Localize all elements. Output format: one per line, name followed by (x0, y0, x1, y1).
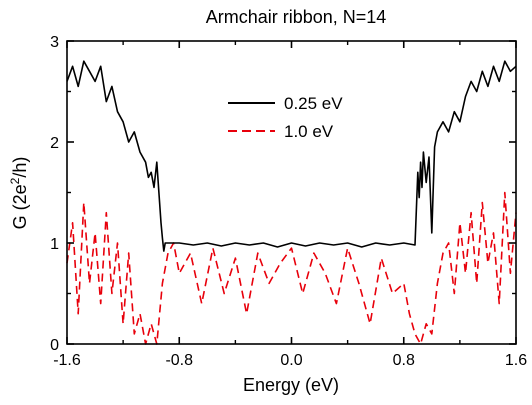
legend-label-1: 1.0 eV (284, 122, 334, 141)
plot-series (66, 60, 517, 345)
legend: 0.25 eV 1.0 eV (228, 94, 343, 141)
plot-frame (66, 40, 517, 345)
y-axis-title-prefix: G (2e (10, 184, 30, 229)
x-tick-label: 0.0 (280, 352, 302, 369)
series-line-0 (66, 60, 517, 252)
y-tick-label: 0 (50, 337, 59, 354)
chart-title: Armchair ribbon, N=14 (206, 7, 387, 27)
series-line-1 (66, 191, 517, 345)
y-axis-title: G (2e2/h) (8, 157, 30, 230)
y-tick-label: 2 (50, 135, 59, 152)
x-axis-ticks: -1.6 -0.8 0.0 0.8 1.6 (53, 41, 527, 369)
y-axis-title-suffix: /h) (10, 157, 30, 178)
x-tick-label: -0.8 (165, 352, 193, 369)
x-tick-label: 0.8 (393, 352, 415, 369)
x-tick-label: 1.6 (505, 352, 527, 369)
x-tick-label: -1.6 (53, 352, 81, 369)
y-tick-label: 3 (50, 34, 59, 51)
y-axis-ticks: 0 1 2 3 (50, 34, 516, 354)
y-tick-label: 1 (50, 236, 59, 253)
x-axis-title: Energy (eV) (243, 375, 339, 395)
legend-label-0: 0.25 eV (284, 94, 343, 113)
y-axis-title-sup: 2 (8, 177, 22, 184)
